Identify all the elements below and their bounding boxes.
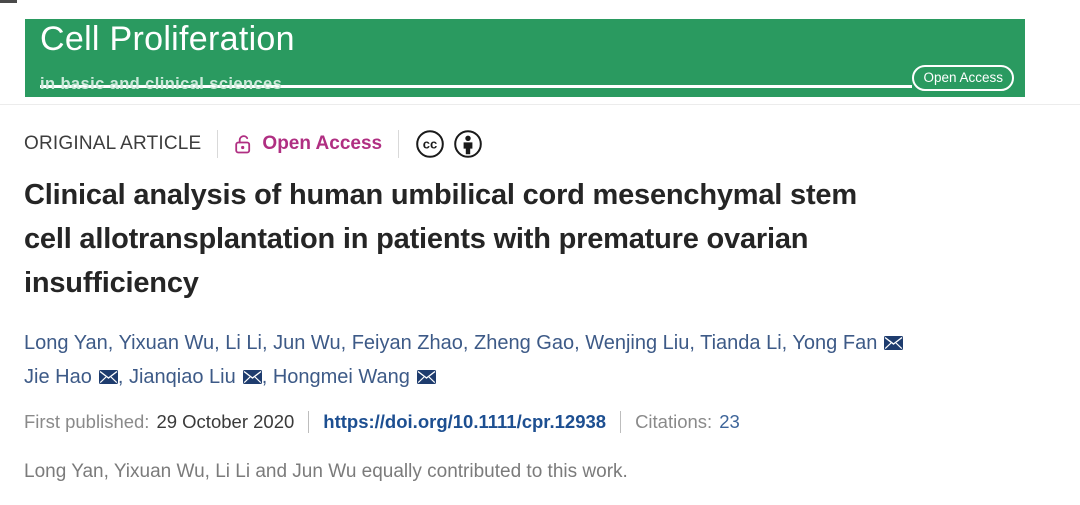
creative-commons-icon[interactable]: cc [415,129,445,159]
author-separator: , [574,332,586,354]
author-link[interactable]: Tianda Li [700,332,782,354]
author-link[interactable]: Jianqiao Liu [128,366,236,388]
author-link[interactable]: Hongmei Wang [272,366,410,388]
contribution-note: Long Yan, Yixuan Wu, Li Li and Jun Wu eq… [24,461,628,482]
license-icons: cc [415,129,483,159]
author-link[interactable]: Long Yan [24,332,108,354]
author-separator: , [117,366,129,388]
open-access-badge[interactable]: Open Access [912,64,1014,92]
banner-rule-row: Open Access [40,64,1014,99]
email-icon[interactable] [416,362,436,395]
article-title: Clinical analysis of human umbilical cor… [24,173,857,305]
first-published-date: 29 October 2020 [156,411,295,432]
divider [217,130,219,158]
email-icon[interactable] [98,362,118,395]
author-separator: , [107,332,119,354]
journal-banner: Cell Proliferation Open Access in basic … [25,19,1025,97]
divider [308,411,310,433]
author-link[interactable]: Yixuan Wu [118,332,215,354]
author-list: Long Yan, Yixuan Wu, Li Li, Jun Wu, Feiy… [24,327,904,395]
author-separator: , [462,332,474,354]
header-divider [0,104,1080,105]
author-link[interactable]: Wenjing Liu [585,332,690,354]
author-separator: , [262,332,274,354]
screen-edge-artifact [0,0,17,3]
attribution-icon[interactable] [453,129,483,159]
author-link[interactable]: Zheng Gao [474,332,575,354]
divider [398,130,400,158]
citations-label: Citations: [635,411,713,432]
journal-tagline: in basic and clinical sciences [40,75,283,93]
article-type-label: ORIGINAL ARTICLE [24,133,202,154]
article-meta-row: ORIGINAL ARTICLE Open Access cc [24,127,483,161]
open-lock-icon [234,133,253,155]
email-icon[interactable] [884,328,904,361]
author-line: Jie Hao, Jianqiao Liu, Hongmei Wang [24,361,903,395]
author-line: Long Yan, Yixuan Wu, Li Li, Jun Wu, Feiy… [24,327,904,361]
first-published-label: First published: [24,411,150,432]
article-title-line: cell allotransplantation in patients wit… [24,223,809,255]
author-separator: , [261,366,273,388]
author-link[interactable]: Li Li [225,332,262,354]
author-separator: , [340,332,352,354]
author-separator: , [214,332,226,354]
doi-link[interactable]: https://doi.org/10.1111/cpr.12938 [323,411,607,432]
author-link[interactable]: Feiyan Zhao [351,332,463,354]
divider [620,411,622,433]
author-separator: , [689,332,701,354]
article-title-line: insufficiency [24,267,199,299]
author-link[interactable]: Yong Fan [792,332,878,354]
email-icon[interactable] [242,362,262,395]
author-link[interactable]: Jun Wu [273,332,341,354]
citations-count[interactable]: 23 [719,411,740,432]
publication-row: First published: 29 October 2020 https:/… [24,411,740,433]
svg-text:cc: cc [423,137,437,152]
author-separator: , [781,332,793,354]
journal-logo[interactable]: Cell Proliferation [40,20,295,58]
author-link[interactable]: Jie Hao [24,366,92,388]
banner-rule [40,84,913,88]
article-title-line: Clinical analysis of human umbilical cor… [24,179,857,211]
open-access-label: Open Access [262,133,383,154]
